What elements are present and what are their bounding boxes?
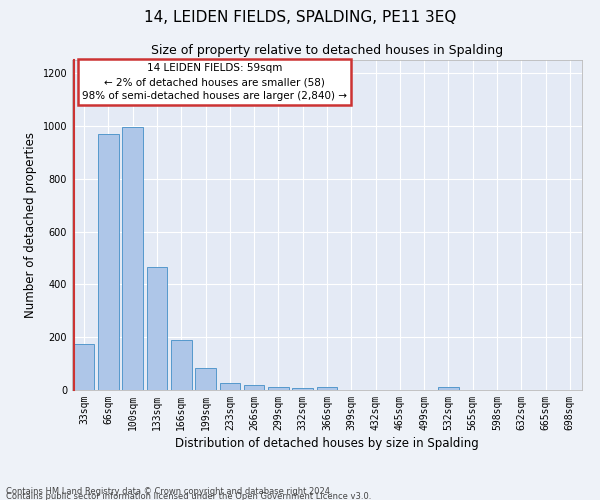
Text: Contains HM Land Registry data © Crown copyright and database right 2024.: Contains HM Land Registry data © Crown c… (6, 486, 332, 496)
Bar (292, 388, 313, 390)
Bar (220, 384, 240, 390)
Y-axis label: Number of detached properties: Number of detached properties (24, 132, 37, 318)
Text: 14 LEIDEN FIELDS: 59sqm
← 2% of detached houses are smaller (58)
98% of semi-det: 14 LEIDEN FIELDS: 59sqm ← 2% of detached… (82, 64, 347, 102)
Bar (122, 128, 143, 390)
Text: 14, LEIDEN FIELDS, SPALDING, PE11 3EQ: 14, LEIDEN FIELDS, SPALDING, PE11 3EQ (144, 10, 456, 25)
Bar (146, 267, 167, 390)
Bar (268, 387, 289, 390)
Bar (74, 344, 94, 390)
Bar (244, 385, 265, 390)
Bar (438, 387, 459, 390)
Bar (171, 340, 191, 390)
Text: Contains public sector information licensed under the Open Government Licence v3: Contains public sector information licen… (6, 492, 371, 500)
Bar (317, 387, 337, 390)
X-axis label: Distribution of detached houses by size in Spalding: Distribution of detached houses by size … (175, 437, 479, 450)
Bar (98, 134, 119, 390)
Bar (195, 368, 216, 390)
Title: Size of property relative to detached houses in Spalding: Size of property relative to detached ho… (151, 44, 503, 58)
